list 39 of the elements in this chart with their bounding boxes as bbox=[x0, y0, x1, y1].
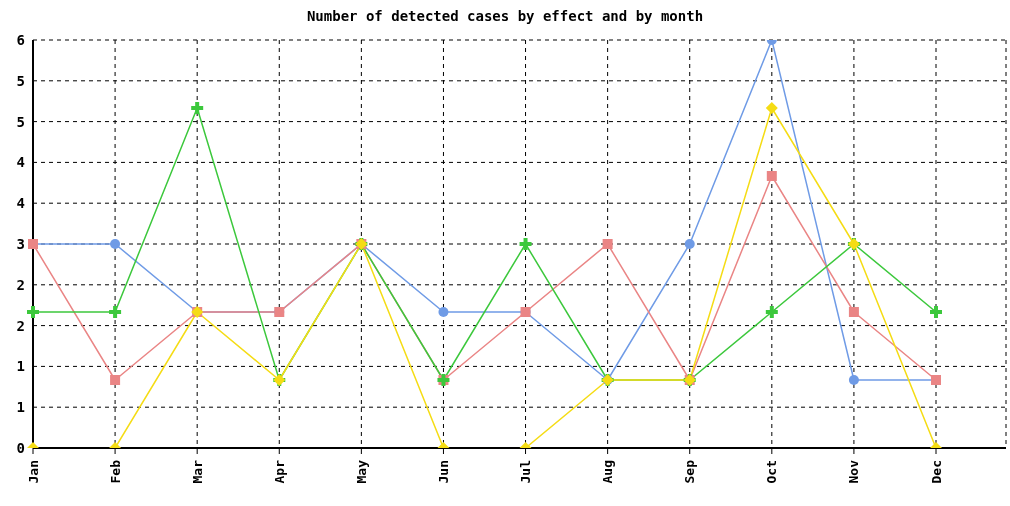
chart-title: Number of detected cases by effect and by month bbox=[305, 8, 705, 24]
x-tick-label: Jun bbox=[435, 460, 451, 484]
point bbox=[765, 102, 778, 114]
point bbox=[110, 375, 121, 385]
point bbox=[191, 102, 204, 114]
y-tick-label: 0 bbox=[16, 439, 25, 456]
x-tick-label: Dec bbox=[928, 460, 944, 484]
point bbox=[110, 239, 121, 249]
x-tick-label: Aug bbox=[600, 460, 616, 484]
x-tick-label: Jul bbox=[518, 460, 534, 484]
y-tick-label: 5 bbox=[16, 72, 25, 89]
y-tick-label: 1 bbox=[16, 399, 25, 416]
x-tick-label: Apr bbox=[271, 459, 287, 484]
y-tick-label: 5 bbox=[16, 113, 25, 130]
x-tick-label: Jan bbox=[25, 460, 41, 484]
y-tick-label: 2 bbox=[16, 317, 25, 334]
point bbox=[684, 239, 695, 249]
x-tick-label: Mar bbox=[189, 459, 205, 484]
y-tick-label: 1 bbox=[16, 358, 25, 375]
point bbox=[602, 239, 613, 249]
point bbox=[765, 306, 778, 318]
x-tick-label: Oct bbox=[764, 460, 780, 484]
point bbox=[519, 238, 532, 250]
point bbox=[766, 171, 777, 181]
y-tick-label: 2 bbox=[16, 276, 25, 293]
point bbox=[930, 306, 942, 318]
x-tick-label: May bbox=[353, 459, 369, 484]
x-tick-label: Feb bbox=[107, 459, 123, 484]
x-tick-label: Nov bbox=[846, 459, 862, 484]
y-tick-label: 4 bbox=[16, 195, 25, 212]
y-tick-label: 3 bbox=[16, 235, 25, 252]
x-tick-label: Sep bbox=[682, 459, 698, 484]
point bbox=[848, 375, 859, 385]
y-tick-label: 6 bbox=[16, 31, 25, 48]
point bbox=[109, 306, 122, 318]
point bbox=[848, 307, 859, 317]
point bbox=[438, 307, 449, 317]
point bbox=[27, 306, 39, 318]
y-tick-label: 4 bbox=[16, 154, 25, 171]
